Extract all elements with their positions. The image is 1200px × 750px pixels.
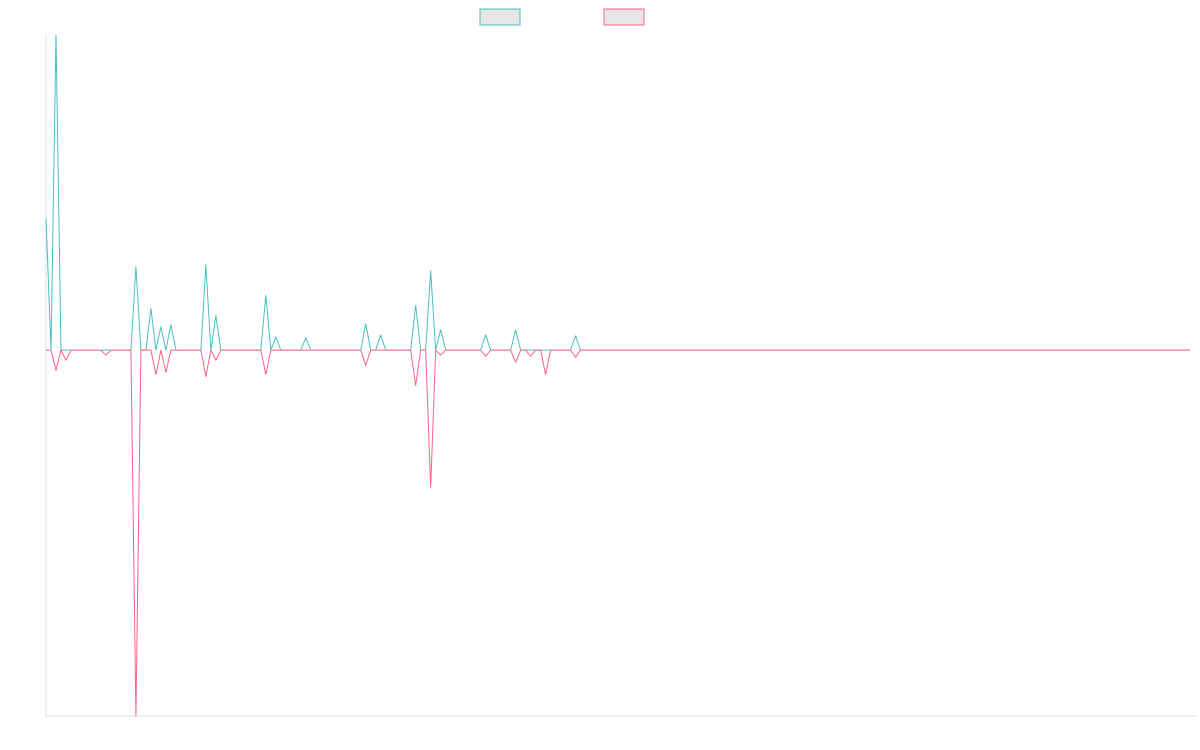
series-line-1 [45,34,1190,351]
legend [479,8,645,26]
series-line-2 [46,349,1190,717]
axes [45,35,1195,717]
series-layer [45,34,1190,717]
legend-swatch-2[interactable] [603,8,645,26]
legend-swatch-1[interactable] [479,8,521,26]
